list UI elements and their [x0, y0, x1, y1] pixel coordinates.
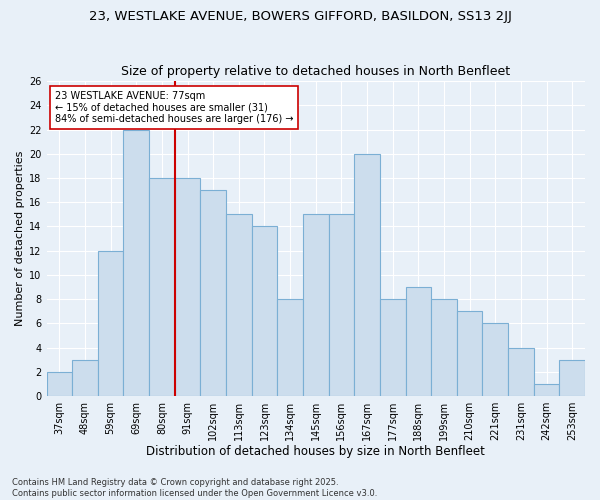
- Text: 23 WESTLAKE AVENUE: 77sqm
← 15% of detached houses are smaller (31)
84% of semi-: 23 WESTLAKE AVENUE: 77sqm ← 15% of detac…: [55, 90, 293, 124]
- Bar: [175, 178, 200, 396]
- Bar: [72, 360, 98, 396]
- Bar: [277, 299, 303, 396]
- Bar: [303, 214, 329, 396]
- Bar: [329, 214, 354, 396]
- Y-axis label: Number of detached properties: Number of detached properties: [15, 151, 25, 326]
- Bar: [431, 299, 457, 396]
- Bar: [47, 372, 72, 396]
- Bar: [124, 130, 149, 396]
- X-axis label: Distribution of detached houses by size in North Benfleet: Distribution of detached houses by size …: [146, 444, 485, 458]
- Bar: [508, 348, 534, 396]
- Bar: [98, 250, 124, 396]
- Bar: [559, 360, 585, 396]
- Bar: [380, 299, 406, 396]
- Bar: [534, 384, 559, 396]
- Bar: [200, 190, 226, 396]
- Bar: [406, 287, 431, 396]
- Bar: [251, 226, 277, 396]
- Bar: [482, 324, 508, 396]
- Title: Size of property relative to detached houses in North Benfleet: Size of property relative to detached ho…: [121, 66, 511, 78]
- Bar: [354, 154, 380, 396]
- Text: 23, WESTLAKE AVENUE, BOWERS GIFFORD, BASILDON, SS13 2JJ: 23, WESTLAKE AVENUE, BOWERS GIFFORD, BAS…: [89, 10, 511, 23]
- Bar: [457, 312, 482, 396]
- Bar: [226, 214, 251, 396]
- Bar: [149, 178, 175, 396]
- Text: Contains HM Land Registry data © Crown copyright and database right 2025.
Contai: Contains HM Land Registry data © Crown c…: [12, 478, 377, 498]
